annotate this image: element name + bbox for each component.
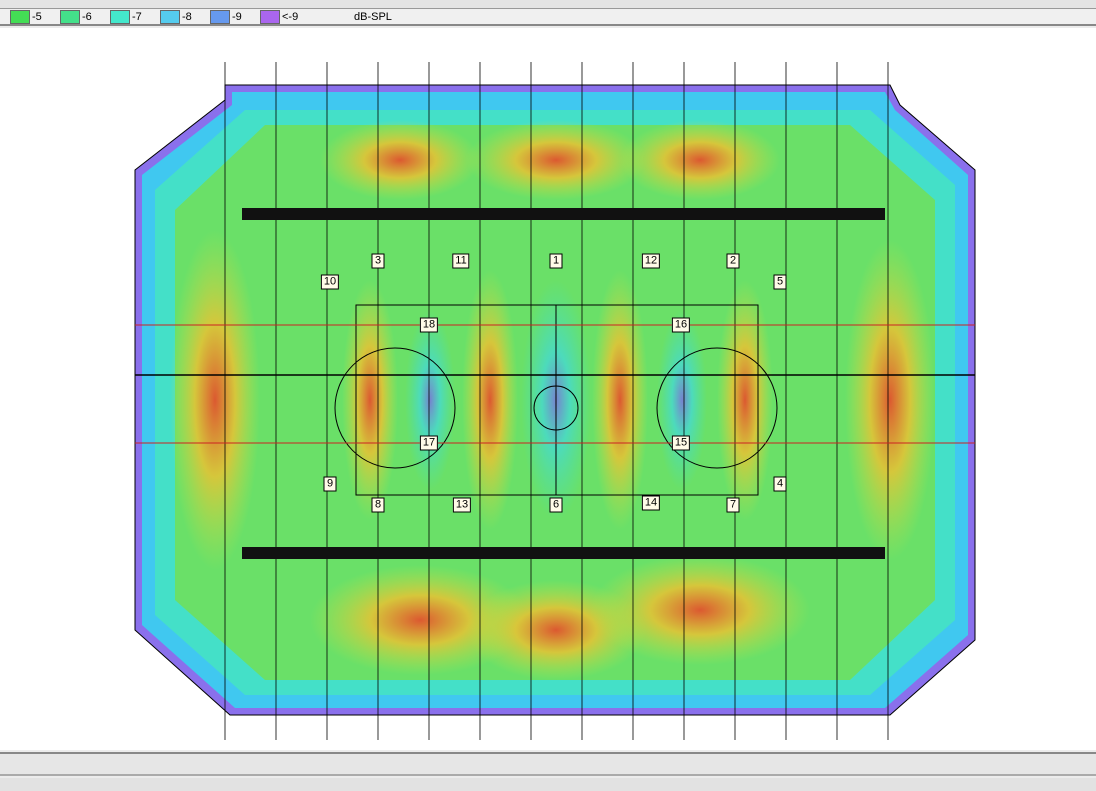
speaker-marker[interactable]: 17	[419, 435, 439, 451]
speaker-marker[interactable]: 6	[549, 497, 563, 513]
speaker-marker[interactable]: 4	[773, 476, 787, 492]
truss-top	[242, 208, 885, 220]
speaker-marker[interactable]: 9	[323, 476, 337, 492]
toolbar	[0, 0, 1096, 9]
legend-swatch	[160, 9, 180, 24]
legend-label: -9	[232, 10, 242, 23]
legend-unit: dB-SPL	[354, 10, 392, 23]
speaker-marker[interactable]: 13	[452, 497, 472, 513]
legend-label: <-9	[282, 10, 299, 23]
legend-swatch	[10, 9, 30, 24]
speaker-marker[interactable]: 18	[419, 317, 439, 333]
speaker-marker[interactable]: 11	[452, 253, 470, 269]
speaker-marker[interactable]: 3	[371, 253, 385, 269]
speaker-marker[interactable]: 1	[549, 253, 563, 269]
speaker-marker[interactable]: 16	[671, 317, 691, 333]
floorplan-lines	[134, 84, 976, 716]
color-legend: -5 -6 -7 -8 -9 <-9 dB-SPL	[0, 9, 1096, 26]
spl-heatmap	[134, 62, 976, 740]
speaker-marker[interactable]: 8	[371, 497, 385, 513]
speaker-marker[interactable]: 14	[641, 495, 661, 511]
legend-swatch	[60, 9, 80, 24]
legend-swatch	[110, 9, 130, 24]
status-area	[0, 752, 1096, 776]
legend-swatch	[210, 9, 230, 24]
truss-bottom	[242, 547, 885, 559]
legend-label: -8	[182, 10, 192, 23]
legend-label: -6	[82, 10, 92, 23]
speaker-marker[interactable]: 7	[726, 497, 740, 513]
speaker-marker[interactable]: 12	[641, 253, 661, 269]
horizontal-scrollbar[interactable]	[0, 778, 1096, 791]
speaker-marker[interactable]: 5	[773, 274, 787, 290]
speaker-marker[interactable]: 2	[726, 253, 740, 269]
legend-label: -7	[132, 10, 142, 23]
legend-label: -5	[32, 10, 42, 23]
coverage-map[interactable]: 1 2 3 4 5 6 7 8 9 10 11 12 13 14 15 16 17 18	[0, 28, 1096, 750]
speaker-marker[interactable]: 10	[320, 274, 340, 290]
speaker-marker[interactable]: 15	[671, 435, 691, 451]
legend-swatch	[260, 9, 280, 24]
